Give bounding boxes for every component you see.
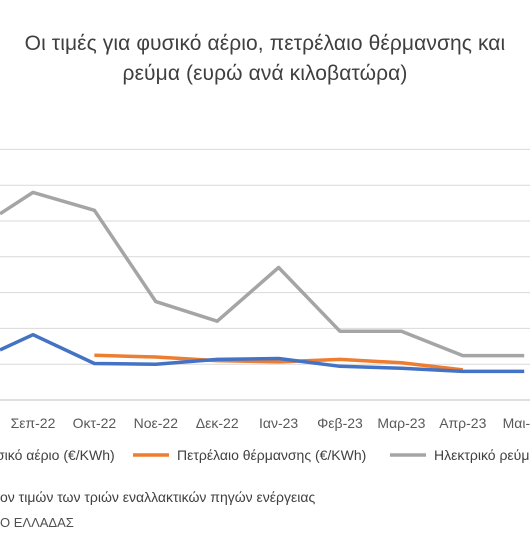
chart-title-line-1: Οι τιμές για φυσικό αέριο, πετρέλαιο θέρ… bbox=[24, 32, 506, 55]
legend-label-2: Ηλεκτρικό ρεύμ bbox=[434, 447, 529, 463]
source-note: Ο ΕΛΛΑΔΑΣ bbox=[0, 515, 74, 530]
series-lines bbox=[0, 190, 525, 374]
x-tick-label: Ιαν-23 bbox=[259, 415, 298, 431]
legend-label-1: Πετρέλαιο θέρμανσης (€/KWh) bbox=[177, 447, 366, 463]
x-tick-label: Απρ-23 bbox=[439, 415, 486, 431]
chart-title-line-2: ρεύμα (ευρώ ανά κιλοβατώρα) bbox=[122, 62, 408, 85]
series-line-0 bbox=[0, 332, 525, 374]
x-tick-label: Φεβ-23 bbox=[317, 415, 363, 431]
x-tick-label: Δεκ-22 bbox=[196, 415, 239, 431]
x-tick-label: Οκτ-22 bbox=[73, 415, 117, 431]
series-line-2 bbox=[0, 190, 525, 358]
x-tick-label: Σεπ-22 bbox=[11, 415, 56, 431]
legend: σικό αέριο (€/KWh) Πετρέλαιο θέρμανσης (€… bbox=[0, 447, 529, 463]
x-tick-label: Νοε-22 bbox=[134, 415, 179, 431]
x-tick-label: Μαι-23 bbox=[503, 415, 530, 431]
series-line-1 bbox=[94, 353, 464, 372]
legend-label-0: σικό αέριο (€/KWh) bbox=[0, 447, 115, 463]
x-axis-tick-labels: Σεπ-22 Οκτ-22 Νοε-22 Δεκ-22 Ιαν-23 Φεβ-23 Μαρ-… bbox=[11, 415, 530, 431]
chart-caption: ον τιμών των τριών εναλλακτικών πηγών εν… bbox=[0, 489, 316, 505]
x-tick-label: Μαρ-23 bbox=[377, 415, 425, 431]
gridlines bbox=[0, 148, 530, 401]
